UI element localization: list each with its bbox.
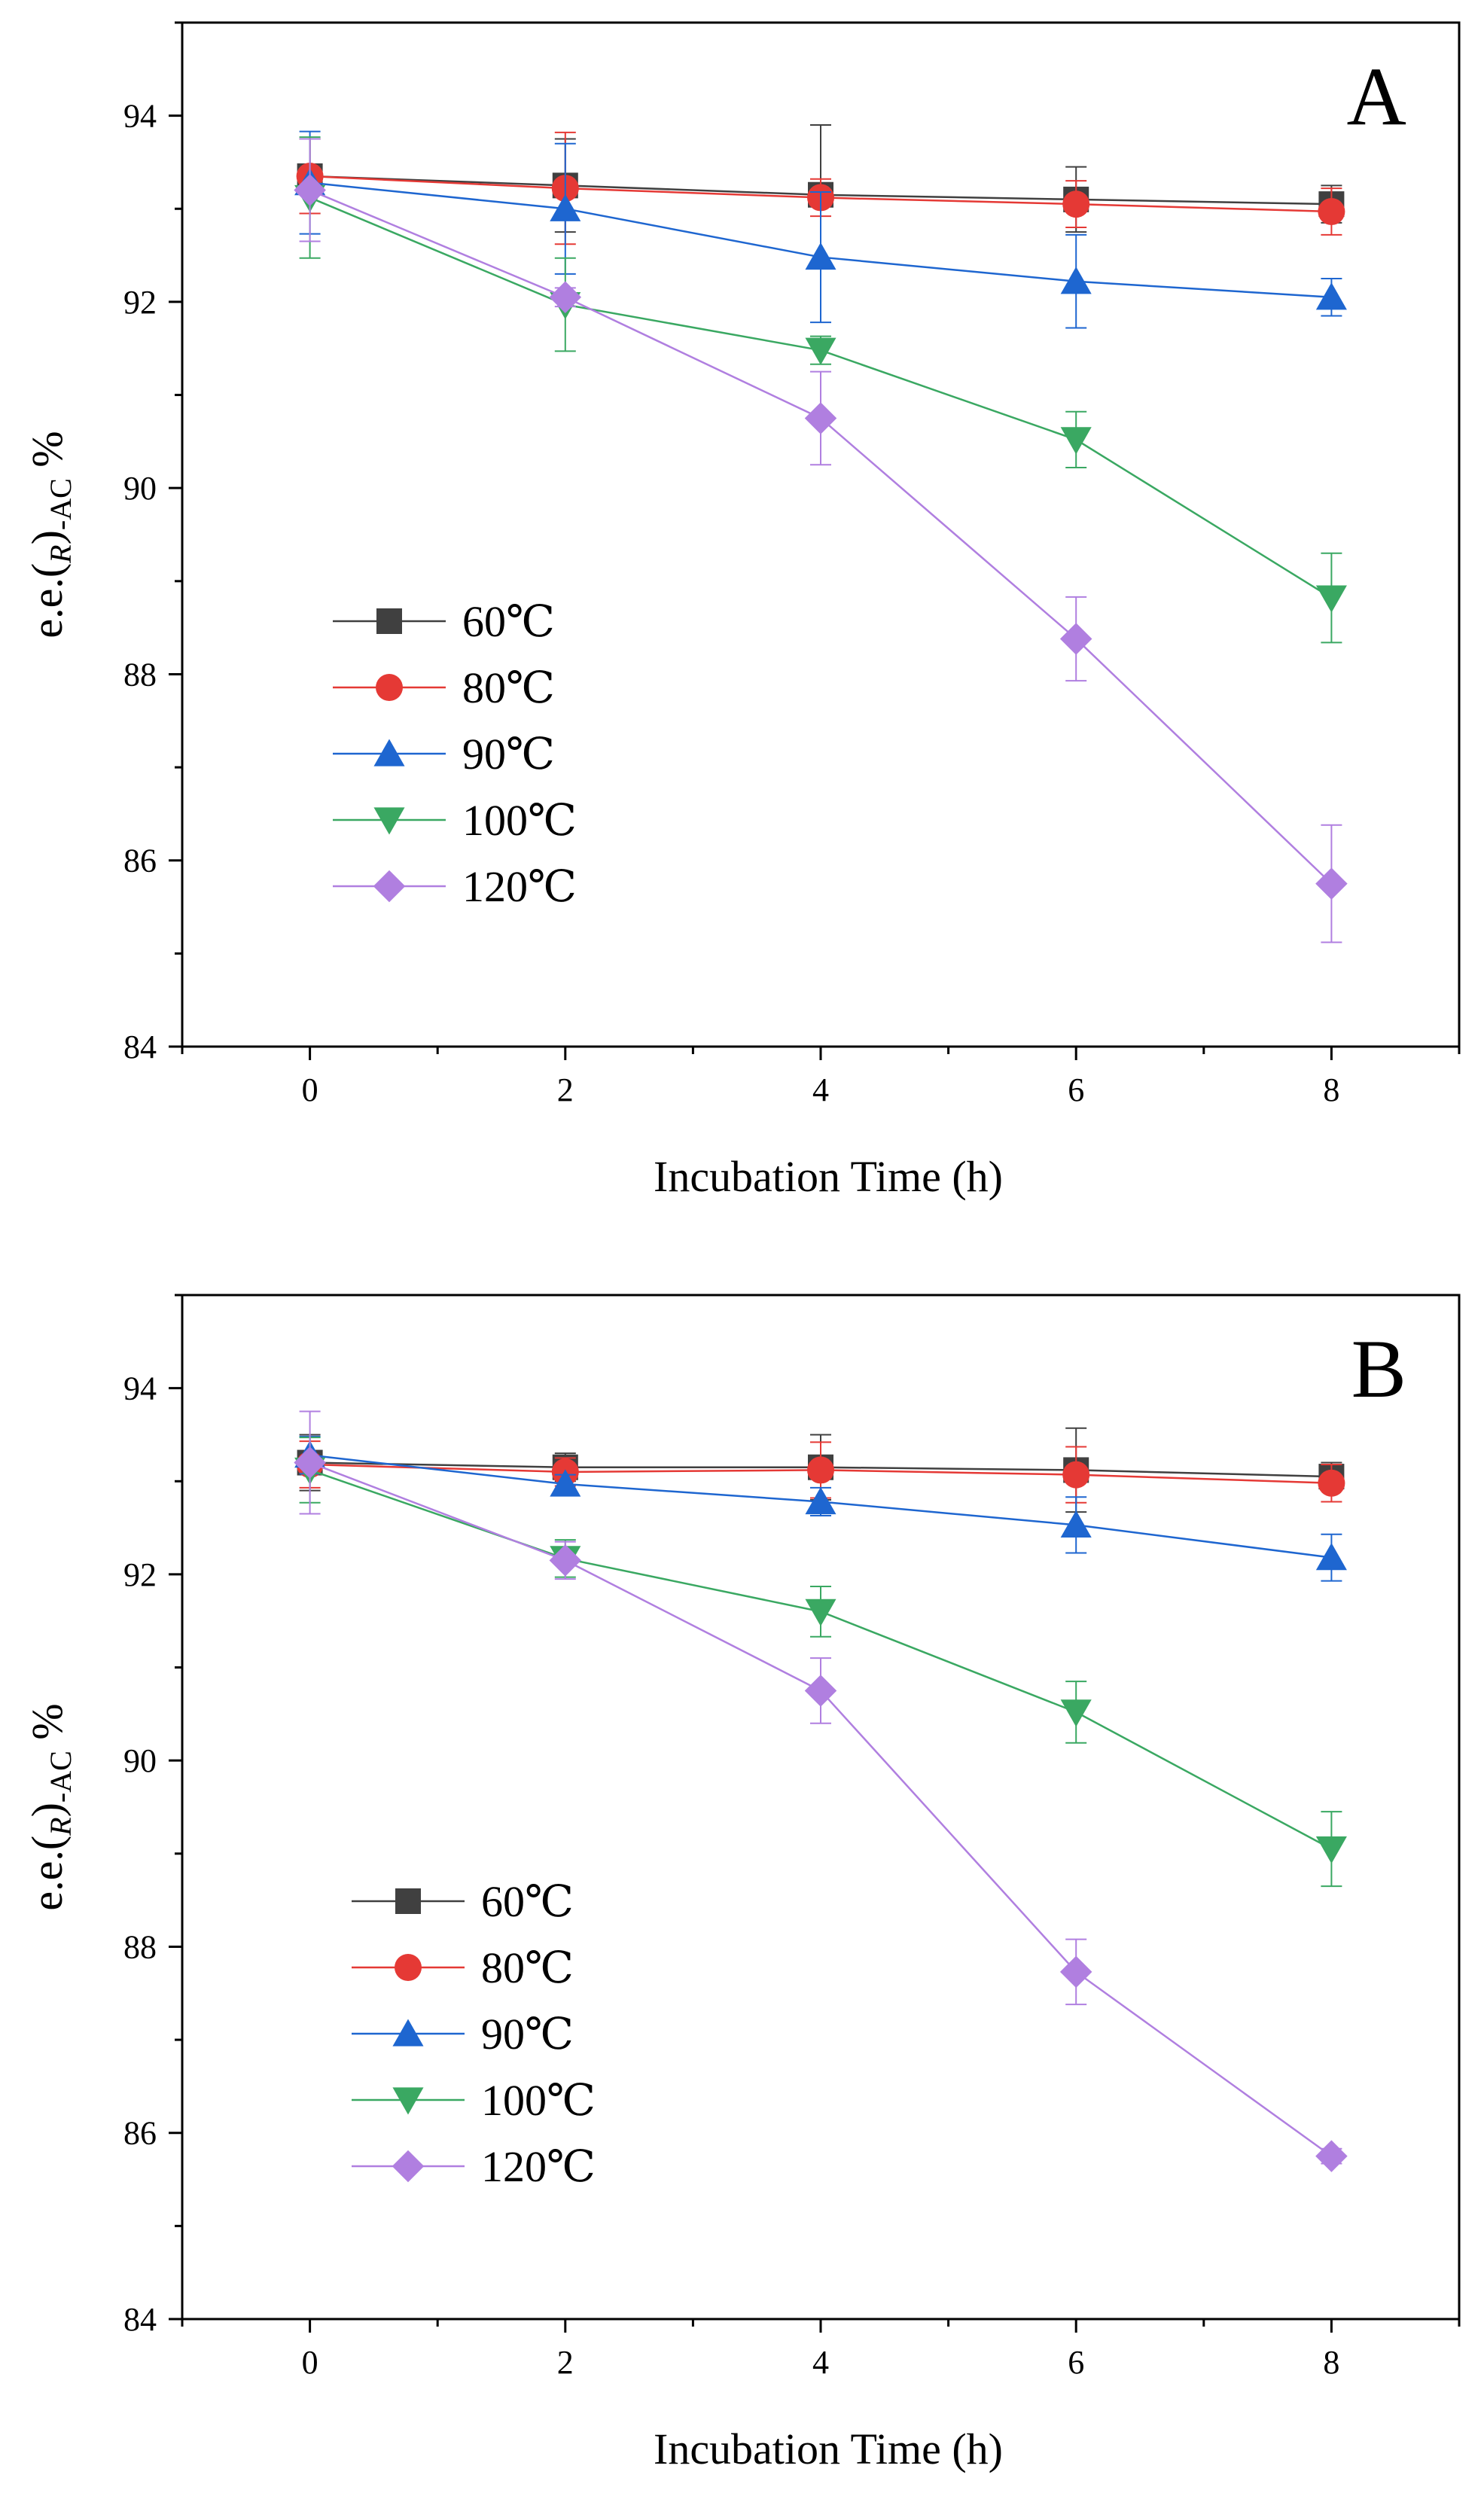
y-axis-title-part: %: [23, 431, 72, 478]
legend-marker: [392, 2150, 425, 2183]
x-tick-label: 4: [812, 1071, 829, 1108]
y-tick-label: 94: [123, 1370, 157, 1407]
data-point: [1060, 427, 1092, 455]
y-tick-label: 84: [123, 2301, 157, 2338]
x-tick-label: 0: [302, 1071, 318, 1108]
data-point: [1060, 1699, 1092, 1727]
legend-marker: [373, 807, 405, 835]
data-point: [549, 1544, 582, 1577]
data-point: [1315, 1836, 1347, 1864]
data-point: [804, 1675, 837, 1707]
data-point: [1062, 1461, 1090, 1489]
legend-label: 60℃: [462, 597, 555, 646]
y-axis-title-part: -AC: [44, 478, 78, 530]
x-tick-label: 6: [1068, 1071, 1084, 1108]
legend-marker: [376, 674, 403, 701]
x-tick-label: 8: [1323, 2344, 1339, 2381]
y-axis-title-part: -AC: [44, 1751, 78, 1803]
y-axis-title-part: ): [23, 530, 72, 544]
y-tick-label: 84: [123, 1029, 157, 1065]
legend-label: 90℃: [462, 730, 555, 779]
x-axis-title: Incubation Time (h): [654, 1152, 1003, 1201]
y-axis-title-part: R: [44, 1817, 78, 1836]
y-tick-label: 92: [123, 1556, 157, 1593]
legend-label: 120℃: [481, 2142, 596, 2191]
y-axis-title-part: ): [23, 1803, 72, 1817]
data-point: [1315, 282, 1347, 310]
x-axis-title: Incubation Time (h): [654, 2424, 1003, 2473]
y-tick-label: 92: [123, 284, 157, 321]
y-tick-label: 86: [123, 843, 157, 879]
y-tick-label: 88: [123, 1928, 157, 1965]
x-tick-label: 4: [812, 2344, 829, 2381]
legend-label: 80℃: [462, 663, 555, 712]
data-point: [1315, 1543, 1347, 1571]
data-point: [294, 1446, 326, 1479]
data-point: [1315, 867, 1348, 900]
legend-marker: [376, 608, 402, 634]
data-point: [1318, 1469, 1345, 1497]
data-point: [1060, 1510, 1092, 1538]
data-point: [1315, 585, 1347, 613]
x-tick-label: 0: [302, 2344, 318, 2381]
legend: 60℃ 80℃ 90℃ 100℃ 120℃: [333, 597, 577, 911]
x-tick-label: 2: [557, 2344, 574, 2381]
legend: 60℃ 80℃ 90℃ 100℃ 120℃: [352, 1877, 596, 2191]
y-axis-title-part: e.e.(: [23, 1836, 72, 1911]
chart-panel-b: 0 2 4 6 8 84 86 88 90 92 94 Incubation Time (h) e.e.…: [23, 1294, 1461, 2473]
data-point: [1318, 197, 1345, 225]
data-point: [805, 242, 836, 270]
chart-panel-a: 0 2 4 6 8 84 86 88 90 92 94 Incubation Time (h) e.e.…: [23, 21, 1461, 1201]
legend-label: 80℃: [481, 1943, 574, 1992]
y-axis-title-part: %: [23, 1703, 72, 1751]
data-point: [805, 337, 836, 365]
data-point: [1060, 267, 1092, 294]
legend-marker: [392, 2087, 424, 2115]
legend-label: 60℃: [481, 1877, 574, 1926]
legend-marker: [395, 1954, 422, 1981]
series-4: [294, 1410, 1348, 2172]
y-tick-label: 86: [123, 2115, 157, 2152]
data-point: [294, 174, 326, 206]
y-axis-title-part: e.e.(: [23, 563, 72, 638]
x-tick-label: 6: [1068, 2344, 1084, 2381]
legend-label: 100℃: [481, 2076, 596, 2125]
y-axis-title: e.e.(R)-AC %: [23, 1703, 78, 1910]
x-tick-label: 2: [557, 1071, 574, 1108]
y-tick-label: 90: [123, 1742, 157, 1779]
data-point: [549, 281, 582, 313]
legend-label: 90℃: [481, 2010, 574, 2059]
legend-marker: [392, 2019, 424, 2047]
data-point: [805, 1599, 836, 1626]
data-point: [1059, 623, 1092, 655]
data-point: [550, 194, 581, 221]
data-point: [550, 1469, 581, 1497]
x-tick-label: 8: [1323, 1071, 1339, 1108]
data-point: [1062, 190, 1090, 218]
data-point: [1315, 2140, 1348, 2172]
panel-label: A: [1347, 50, 1406, 142]
series-4: [294, 138, 1348, 943]
legend-marker: [373, 739, 405, 766]
y-tick-label: 94: [123, 98, 157, 135]
y-tick-label: 88: [123, 656, 157, 693]
y-axis-title-part: R: [44, 544, 78, 563]
legend-marker: [395, 1888, 421, 1914]
data-point: [804, 402, 837, 434]
legend-label: 120℃: [462, 862, 577, 911]
series-line: [309, 1461, 1333, 2157]
data-point: [805, 1486, 836, 1515]
y-tick-label: 90: [123, 470, 157, 507]
y-axis-title: e.e.(R)-AC %: [23, 431, 78, 638]
data-point: [807, 1456, 834, 1484]
panel-label: B: [1351, 1323, 1406, 1415]
legend-marker: [373, 870, 406, 903]
legend-label: 100℃: [462, 796, 577, 845]
data-point: [1059, 1955, 1092, 1989]
